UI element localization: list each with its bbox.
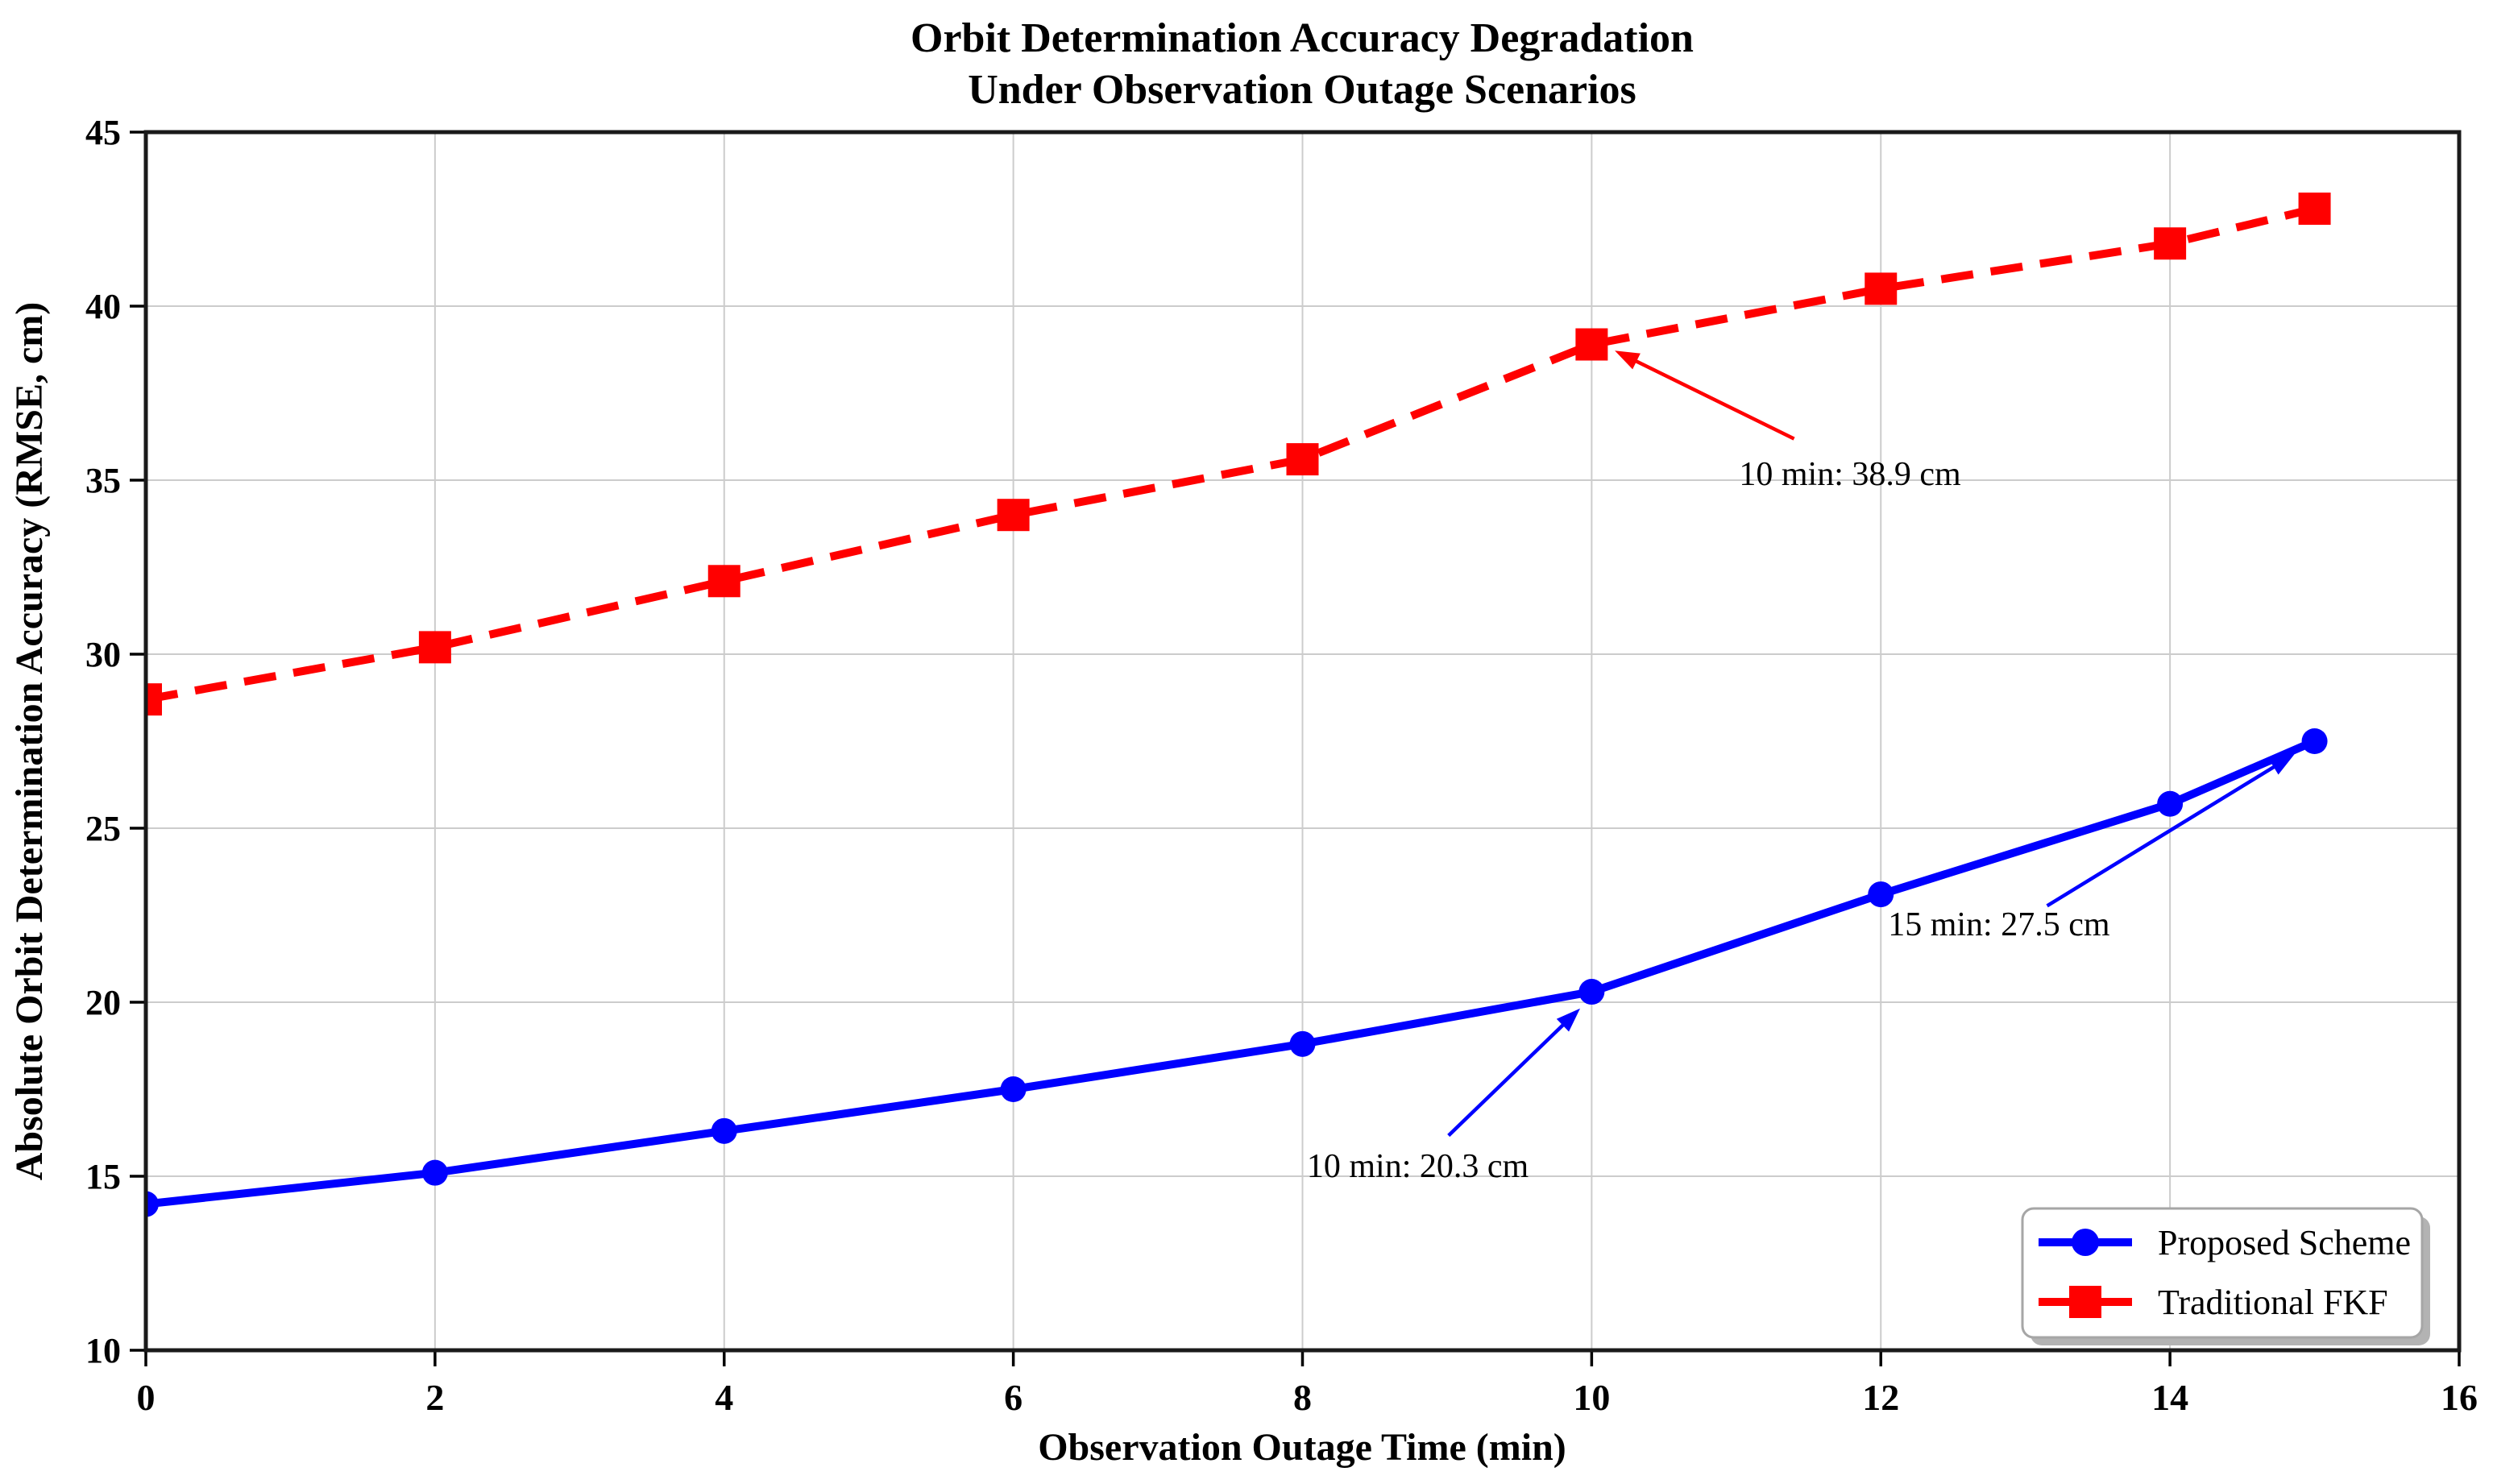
y-tick-label: 35 [85, 461, 121, 500]
x-tick-label: 16 [2441, 1377, 2478, 1418]
data-series [146, 193, 2331, 1217]
annotation-arrowhead [1556, 1008, 1581, 1032]
x-tick-label: 14 [2151, 1377, 2188, 1418]
legend-entry-traditional-fkf: Traditional FKF [2039, 1283, 2388, 1322]
x-axis-label: Observation Outage Time (min) [1038, 1426, 1566, 1469]
grid-lines [146, 132, 2459, 1350]
data-point-marker [1868, 881, 1894, 908]
x-tick-label: 0 [137, 1377, 156, 1418]
data-point-marker [997, 499, 1030, 532]
legend-marker-circle [2072, 1229, 2099, 1256]
legend-label-proposed: Proposed Scheme [2158, 1223, 2411, 1262]
annotation-arrow-line [1447, 1016, 1572, 1138]
data-point-marker [2298, 193, 2331, 226]
x-tick-label: 4 [715, 1377, 733, 1418]
y-tick-label: 45 [85, 113, 121, 152]
data-point-marker [1575, 328, 1608, 361]
legend: Proposed Scheme Traditional FKF [2021, 1207, 2430, 1345]
series-line-1 [146, 205, 2316, 704]
annotations: 10 min: 38.9 cm 10 min: 20.3 cm 15 min: 27… [1307, 350, 2295, 1185]
x-tick-label: 8 [1293, 1377, 1312, 1418]
annotation-arrowhead [2269, 754, 2295, 775]
data-point-marker [2157, 790, 2184, 817]
data-point-marker [1000, 1076, 1027, 1102]
chart-title-line1: Orbit Determination Accuracy Degradation [911, 15, 1694, 61]
y-tick-label: 40 [85, 287, 121, 326]
y-tick-label: 10 [85, 1331, 121, 1370]
legend-entry-proposed-scheme: Proposed Scheme [2039, 1223, 2411, 1262]
legend-label-fkf: Traditional FKF [2158, 1283, 2388, 1322]
y-axis-label: Absolute Orbit Determination Accuracy (R… [8, 302, 51, 1180]
axis-ticks: 0 2 4 6 8 10 12 14 16 10 15 20 25 30 35 40 45 [85, 113, 2478, 1418]
data-point-marker [711, 1117, 737, 1144]
data-point-marker [1289, 1030, 1316, 1057]
y-tick-label: 20 [85, 983, 121, 1022]
y-tick-label: 30 [85, 635, 121, 674]
data-point-marker [1286, 443, 1319, 476]
x-tick-label: 12 [1862, 1377, 1899, 1418]
data-point-marker [2154, 227, 2187, 260]
x-tick-label: 6 [1004, 1377, 1023, 1418]
annotation-arrowhead [1615, 350, 1641, 370]
x-tick-label: 10 [1573, 1377, 1610, 1418]
data-point-marker [421, 1159, 448, 1186]
annotation-text: 10 min: 38.9 cm [1739, 456, 1961, 493]
chart-title-line2: Under Observation Outage Scenarios [968, 67, 1636, 113]
data-point-marker [1865, 272, 1898, 305]
series-line-0 [146, 737, 2317, 1208]
plot-border [143, 130, 2462, 1353]
legend-marker-square [2069, 1286, 2101, 1318]
data-point-marker [418, 631, 451, 664]
data-point-marker [1578, 979, 1605, 1005]
y-tick-label: 15 [85, 1157, 121, 1196]
annotation-arrow-line [1625, 354, 1795, 441]
y-tick-label: 25 [85, 809, 121, 848]
data-point-marker [146, 1191, 159, 1217]
data-point-marker [707, 565, 740, 598]
x-tick-label: 2 [425, 1377, 444, 1418]
data-point-marker [146, 683, 162, 716]
annotation-arrow-line [2046, 760, 2284, 908]
annotation-text: 10 min: 20.3 cm [1307, 1148, 1529, 1185]
annotation-text: 15 min: 27.5 cm [1888, 906, 2110, 943]
data-point-marker [2301, 728, 2328, 754]
